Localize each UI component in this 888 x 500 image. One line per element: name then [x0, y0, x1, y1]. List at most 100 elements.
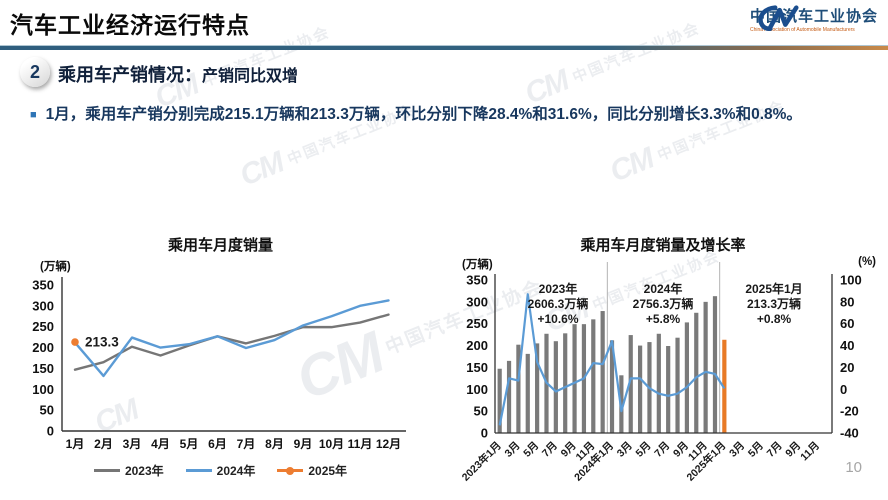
sales-bar — [591, 319, 596, 433]
sales-bar — [637, 345, 643, 433]
right-tick-label: 20 — [840, 360, 854, 375]
legend-label: 2025年 — [308, 464, 348, 478]
page-title: 汽车工业经济运行特点 — [10, 12, 250, 38]
sales-bar — [497, 368, 502, 433]
y-tick-label: 0 — [47, 424, 54, 439]
right-tick-label: 40 — [840, 338, 854, 353]
sales-bar — [684, 322, 690, 433]
x-tick-label: 5月 — [521, 440, 541, 460]
sales-bar — [656, 333, 661, 433]
legend-item: 2024年 — [185, 462, 256, 479]
x-tick-label: 10月 — [319, 437, 344, 451]
sales-bar — [553, 341, 558, 433]
growth-rate-line — [498, 293, 726, 426]
left-tick-label: 300 — [466, 294, 488, 309]
chart-annotation: 2024年 2756.3万辆 +5.8% — [632, 282, 694, 326]
sales-bar — [722, 339, 727, 433]
bullet-text: 1月，乘用车产销分别完成215.1万辆和213.3万辆，环比分别下降28.4%和… — [45, 106, 802, 123]
data-point-label: 213.3 — [85, 335, 119, 350]
right-tick-label: 80 — [840, 294, 854, 309]
left-tick-label: 50 — [474, 404, 488, 419]
sales-bar — [563, 333, 568, 433]
x-tick-label: 7月 — [237, 437, 256, 451]
sales-bar — [694, 312, 699, 433]
series-line — [73, 313, 390, 371]
header-divider — [0, 45, 888, 50]
legend-marker-dot — [286, 466, 295, 475]
y-tick-label: 50 — [40, 403, 54, 418]
x-tick-label: 3月 — [502, 440, 522, 460]
x-tick-label: 4月 — [151, 437, 170, 451]
x-tick-label: 11月 — [348, 437, 373, 451]
x-tick-label: 1月 — [66, 437, 85, 451]
sales-bar — [516, 344, 521, 433]
y-tick-label: 300 — [32, 298, 54, 313]
bullet-square-icon: ■ — [30, 109, 37, 121]
chart-monthly-sales: 乘用车月度销量 (万辆) 0 50 100 150 200 250 300 350 1月 2月 3月… — [8, 232, 433, 500]
left-tick-label: 150 — [466, 360, 488, 375]
x-tick-label: 7月 — [652, 440, 672, 460]
x-tick-label: 8月 — [265, 437, 284, 451]
left-tick-label: 250 — [466, 316, 488, 331]
left-tick-label: 350 — [466, 273, 488, 288]
x-tick-label: 3月 — [615, 440, 635, 460]
watermark-cm-icon: CM — [605, 142, 658, 189]
y-tick-label: 100 — [32, 382, 54, 397]
chart-title: 乘用车月度销量 — [167, 237, 273, 254]
sales-bar — [572, 324, 577, 433]
x-tick-label: 3月 — [727, 440, 747, 460]
x-tick-label: 5月 — [180, 437, 199, 451]
legend-swatch — [277, 466, 304, 475]
data-point-2025 — [71, 338, 79, 346]
bullet-point: ■ 1月，乘用车产销分别完成215.1万辆和213.3万辆，环比分别下降28.4… — [30, 102, 862, 129]
y-tick-label: 150 — [32, 361, 54, 376]
x-tick-label: 6月 — [208, 437, 227, 451]
y-tick-label: 250 — [32, 319, 54, 334]
sales-bar — [600, 311, 605, 433]
right-tick-label: -40 — [840, 426, 859, 441]
x-tick-label: 5月 — [746, 440, 766, 460]
left-tick-label: 200 — [466, 338, 488, 353]
y-axis-unit-left: (万辆) — [462, 259, 493, 271]
caam-logo: 中国汽车工业协会 China Association of Automobile… — [750, 5, 878, 33]
right-tick-label: 0 — [840, 382, 847, 397]
left-tick-label: 0 — [481, 426, 488, 441]
watermark-cm-icon: CM — [235, 146, 288, 193]
logo-org-name-en: China Association of Automobile Manufact… — [749, 27, 855, 33]
x-tick-label: 12月 — [376, 437, 401, 451]
line-chart-canvas: 0 50 100 150 200 250 300 350 1月 2月 3月 4月 5月 6月 7月 8月 9月 1… — [32, 277, 406, 451]
x-tick-label: 9月 — [294, 437, 313, 451]
y-tick-label: 350 — [32, 278, 54, 293]
x-tick-label: 7月 — [540, 440, 560, 460]
chart-title: 乘用车月度销量及增长率 — [580, 237, 746, 254]
x-tick-label: 2月 — [94, 437, 113, 451]
sales-bar — [666, 346, 671, 433]
y-axis-unit-right: (%) — [858, 256, 876, 268]
page-number: 10 — [845, 459, 862, 476]
series-line — [73, 299, 390, 378]
watermark: CM 中国汽车工业协会 — [520, 19, 703, 111]
legend-swatch — [185, 469, 212, 472]
x-tick-label: 3月 — [123, 437, 142, 451]
sales-bar — [628, 335, 633, 433]
sales-bar — [675, 337, 680, 433]
sales-bar — [609, 340, 615, 433]
sales-bar — [712, 296, 718, 433]
right-tick-label: 60 — [840, 316, 854, 331]
sales-bar — [535, 343, 540, 433]
section-title: 乘用车产销情况：产销同比双增 — [58, 65, 299, 85]
right-tick-label: 100 — [840, 273, 862, 288]
legend-item: 2023年 — [93, 462, 164, 479]
y-tick-label: 200 — [32, 340, 54, 355]
chart-sales-and-growth: 乘用车月度销量及增长率 (万辆) (%) 0 50 100 150 200 250 300 3… — [438, 232, 888, 500]
x-tick-label: 11月 — [798, 440, 822, 464]
sales-bar — [703, 301, 708, 433]
chart-annotation: 2025年1月 213.3万辆 +0.8% — [745, 282, 803, 326]
legend-label: 2024年 — [216, 464, 256, 478]
x-tick-label: 2023年1月 — [459, 439, 504, 484]
y-axis-unit: (万辆) — [40, 261, 71, 273]
right-tick-label: -20 — [840, 404, 859, 419]
caam-logo-icon — [758, 5, 799, 32]
chart-legend: 2023年 2024年 2025年 — [8, 462, 433, 479]
